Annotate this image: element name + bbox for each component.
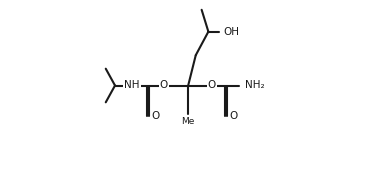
Text: O: O xyxy=(229,111,238,121)
Text: O: O xyxy=(160,81,168,90)
Text: O: O xyxy=(208,81,216,90)
Text: NH₂: NH₂ xyxy=(245,81,265,90)
Text: Me: Me xyxy=(182,117,195,127)
Text: NH: NH xyxy=(124,81,140,90)
Text: O: O xyxy=(151,111,159,121)
Text: OH: OH xyxy=(223,27,239,37)
